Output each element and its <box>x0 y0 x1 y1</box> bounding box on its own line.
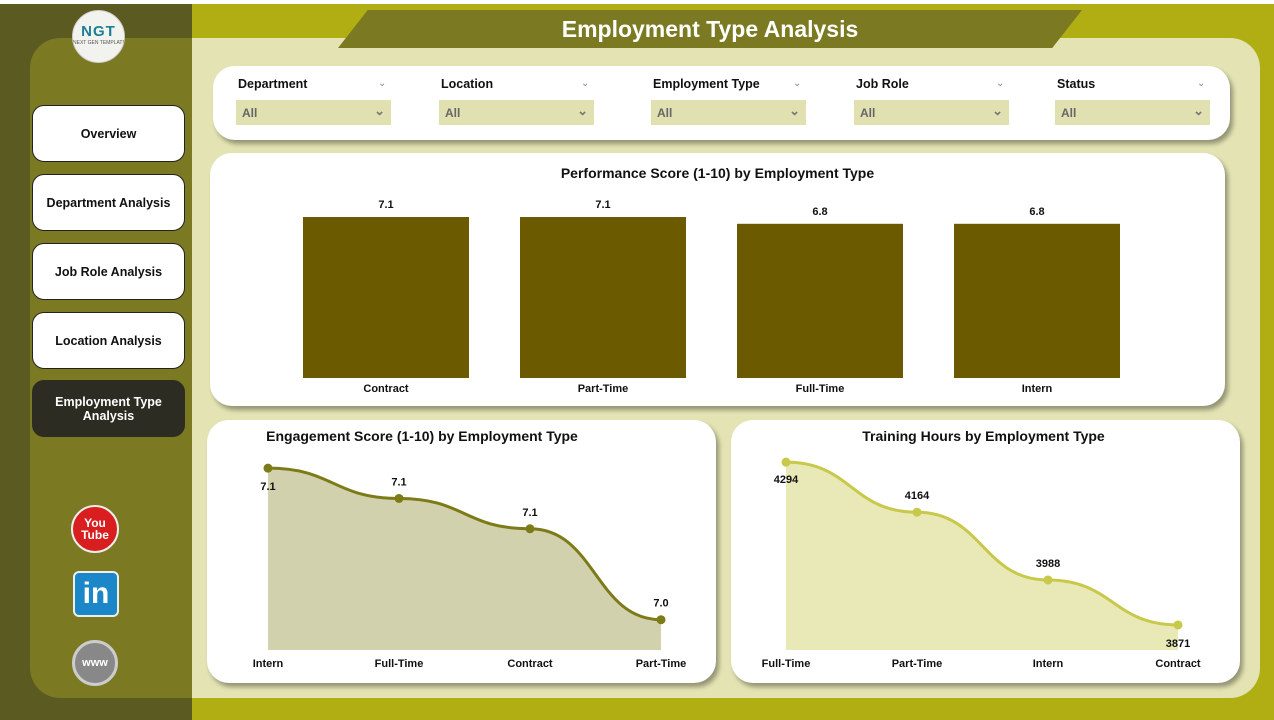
filter-job-role-label: Job Role <box>856 77 909 91</box>
filter-location-dropdown[interactable]: All ⌄ <box>439 100 594 125</box>
filter-location-value: All <box>445 106 461 120</box>
filter-department-dropdown[interactable]: All ⌄ <box>236 100 391 125</box>
filter-department-label: Department <box>238 77 308 91</box>
nav-overview[interactable]: Overview <box>32 105 185 162</box>
logo-text: NGT <box>81 23 116 40</box>
filter-department-collapse-chevron-icon[interactable]: ⌄ <box>378 78 387 89</box>
youtube-icon[interactable]: You Tube <box>71 505 119 553</box>
engagement-chart-title: Engagement Score (1-10) by Employment Ty… <box>266 428 578 444</box>
chevron-down-icon: ⌄ <box>374 103 385 118</box>
training-chart-card <box>731 420 1240 683</box>
title-banner <box>338 10 1082 48</box>
filter-employment-type-value: All <box>657 106 673 120</box>
chevron-down-icon: ⌄ <box>577 103 588 118</box>
linkedin-icon[interactable]: in <box>73 571 119 617</box>
filter-employment-type-label: Employment Type <box>653 77 760 91</box>
filter-status-collapse-chevron-icon[interactable]: ⌄ <box>1197 78 1206 89</box>
filter-job-role-value: All <box>860 106 876 120</box>
logo-subtitle: NEXT GEN TEMPLATES <box>73 40 125 46</box>
performance-chart-card <box>210 153 1225 406</box>
chevron-down-icon: ⌄ <box>1193 103 1204 118</box>
filter-job-role-collapse-chevron-icon[interactable]: ⌄ <box>996 78 1005 89</box>
nav-employment-type-analysis[interactable]: Employment Type Analysis <box>32 380 185 437</box>
page-title: Employment Type Analysis <box>561 16 859 42</box>
training-chart-title: Training Hours by Employment Type <box>862 428 1105 444</box>
filter-location-collapse-chevron-icon[interactable]: ⌄ <box>581 78 590 89</box>
website-globe-icon[interactable]: www <box>72 640 118 686</box>
performance-chart-title: Performance Score (1-10) by Employment T… <box>560 165 875 181</box>
logo: NGT NEXT GEN TEMPLATES <box>72 10 125 63</box>
filter-department-value: All <box>242 106 258 120</box>
chevron-down-icon: ⌄ <box>789 103 800 118</box>
top-border <box>0 0 1274 4</box>
filter-job-role-dropdown[interactable]: All ⌄ <box>854 100 1009 125</box>
engagement-chart-card <box>207 420 716 683</box>
nav-location-analysis[interactable]: Location Analysis <box>32 312 185 369</box>
filter-status-label: Status <box>1057 77 1096 91</box>
filter-location-label: Location <box>441 77 494 91</box>
filter-status-dropdown[interactable]: All ⌄ <box>1055 100 1210 125</box>
filter-status-value: All <box>1061 106 1077 120</box>
nav-job-role-analysis[interactable]: Job Role Analysis <box>32 243 185 300</box>
filter-employment-type-dropdown[interactable]: All ⌄ <box>651 100 806 125</box>
chevron-down-icon: ⌄ <box>992 103 1003 118</box>
filter-employment-type-collapse-chevron-icon[interactable]: ⌄ <box>793 78 802 89</box>
nav-department-analysis[interactable]: Department Analysis <box>32 174 185 231</box>
